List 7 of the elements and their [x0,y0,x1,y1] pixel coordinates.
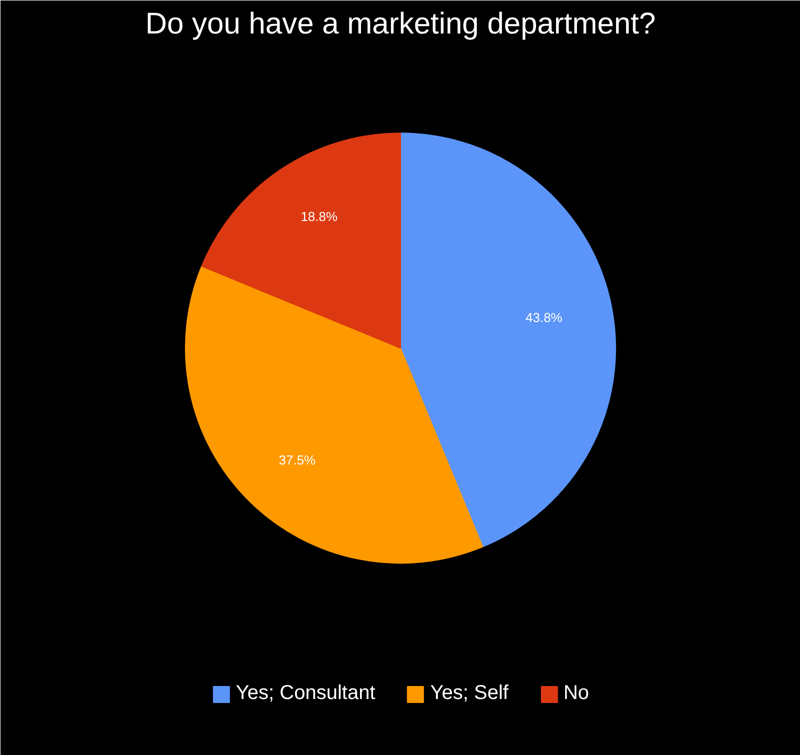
data-label: 43.8% [526,310,563,325]
legend-label: Yes; Consultant [236,682,376,705]
data-label: 37.5% [278,452,316,468]
chart-title: Do you have a marketing department? [145,8,656,40]
data-label: 18.8% [300,209,338,224]
legend-label: Yes; Self [430,682,508,705]
legend-label: No [563,682,590,705]
